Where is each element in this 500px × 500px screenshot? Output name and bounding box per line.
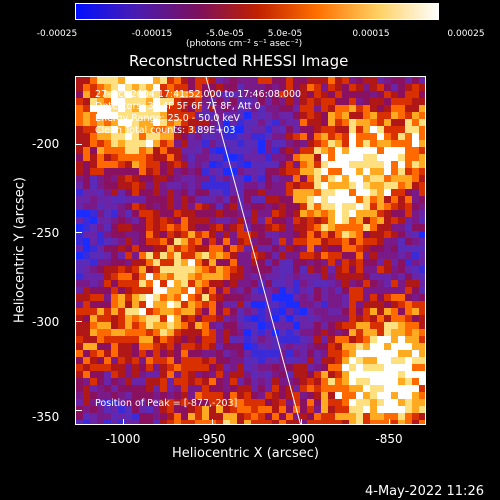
colorbar (75, 3, 439, 20)
x-tick-mark (212, 419, 213, 425)
y-tick-label: -350 (32, 410, 60, 424)
image-plot (75, 76, 426, 425)
colorbar-tick: -5.0e-05 (206, 29, 244, 39)
colorbar-tick: 0.00025 (447, 29, 485, 39)
y-tick-mark (76, 410, 82, 411)
colorbar-tick: 5.0e-05 (267, 29, 303, 39)
colorbar-unit-label: (photons cm⁻² s⁻¹ asec⁻²) (186, 39, 303, 49)
x-tick-mark (389, 419, 390, 425)
y-tick-mark (76, 144, 82, 145)
x-tick-mark (123, 419, 124, 425)
y-tick-label: -200 (32, 137, 60, 151)
clean-counts-label: Clean Total counts: 3.89E+03 (95, 125, 236, 136)
y-tick-mark (76, 321, 82, 322)
colorbar-tick: -0.00025 (36, 29, 78, 39)
y-axis-label: Heliocentric Y (arcsec) (12, 177, 28, 323)
timestamp: 4-May-2022 11:26 (365, 484, 484, 499)
y-tick-label: -250 (32, 226, 60, 240)
y-tick-mark (76, 232, 82, 233)
x-tick-label: -850 (375, 432, 403, 446)
x-axis-label: Heliocentric X (arcsec) (172, 446, 319, 461)
detectors-label: Detectors: 3F 4F 5F 6F 7F 8F, Att 0 (95, 101, 261, 112)
x-tick-label: -1000 (105, 432, 141, 446)
peak-position-label: Position of Peak = [-877,-203] (95, 398, 238, 409)
x-tick-mark (301, 419, 302, 425)
energy-range-label: Energy Range: 25.0 - 50.0 keV (95, 113, 240, 124)
intensity-map (76, 77, 425, 424)
time-range-label: 27-Oct-2004 17:41:52.000 to 17:46:08.000 (95, 89, 302, 100)
x-tick-label: -950 (198, 432, 226, 446)
y-tick-label: -300 (32, 315, 60, 329)
limb-line (205, 77, 301, 424)
colorbar-tick: 0.00015 (352, 29, 390, 39)
colorbar-tick: -0.00015 (131, 29, 173, 39)
x-tick-label: -900 (287, 432, 315, 446)
plot-title: Reconstructed RHESSI Image (129, 52, 349, 70)
